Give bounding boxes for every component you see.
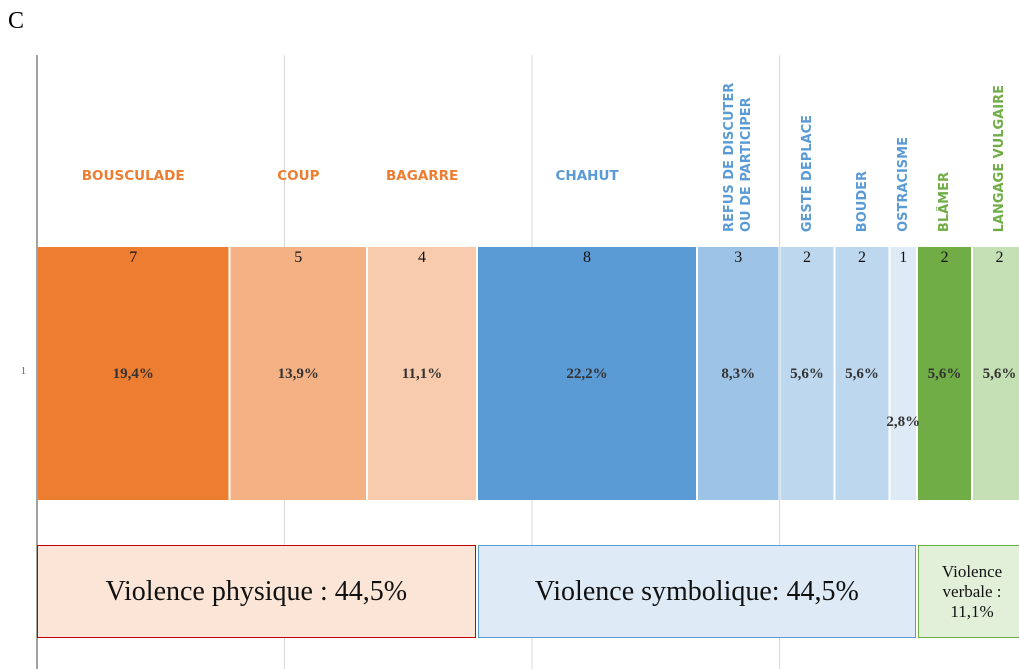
bar-segment bbox=[780, 247, 834, 500]
count-label: 2 bbox=[858, 249, 866, 266]
chart-title: C bbox=[8, 8, 25, 34]
series-label: COUP bbox=[277, 168, 320, 184]
series-label: GESTE DEPLACE bbox=[799, 115, 815, 233]
share-label: 13,9% bbox=[277, 366, 319, 382]
count-label: 2 bbox=[995, 249, 1004, 266]
bar-segment bbox=[890, 247, 916, 500]
group-box: Violence verbale : 11,1% bbox=[918, 545, 1019, 638]
count-label: 1 bbox=[899, 249, 908, 266]
bar-segment bbox=[835, 247, 889, 500]
count-label: 2 bbox=[940, 249, 949, 266]
count-label: 8 bbox=[583, 249, 591, 266]
share-label: 5,6% bbox=[927, 366, 962, 382]
bar-segment bbox=[918, 247, 971, 500]
series-label: LANGAGE VULGAIRE bbox=[992, 85, 1007, 233]
bar-segment bbox=[230, 247, 366, 500]
share-label: 5,6% bbox=[845, 366, 879, 382]
bar-segment bbox=[698, 247, 779, 500]
share-label: 5,6% bbox=[982, 366, 1017, 382]
bar-segment bbox=[38, 247, 229, 500]
share-label: 11,1% bbox=[401, 366, 443, 382]
count-label: 7 bbox=[129, 249, 138, 266]
bar-segment bbox=[973, 247, 1019, 500]
series-label: OSTRACISME bbox=[895, 137, 911, 232]
count-label: 4 bbox=[418, 249, 426, 266]
share-label: 8,3% bbox=[721, 366, 756, 382]
group-box: Violence physique : 44,5% bbox=[37, 545, 476, 638]
series-label: BAGARRE bbox=[386, 168, 459, 184]
share-label: 2,8% bbox=[886, 414, 921, 430]
share-label: 22,2% bbox=[566, 366, 608, 382]
series-label: CHAHUT bbox=[555, 168, 619, 184]
count-label: 2 bbox=[803, 249, 811, 266]
series-label: BOUSCULADE bbox=[81, 168, 185, 184]
series-label: BOUDER bbox=[854, 171, 870, 233]
group-box: Violence symbolique: 44,5% bbox=[477, 545, 917, 638]
bar-segment bbox=[478, 247, 696, 500]
share-label: 5,6% bbox=[790, 366, 824, 382]
series-label: REFUS DE DISCUTER OU DE PARTICIPER bbox=[722, 82, 755, 232]
bar-segment bbox=[368, 247, 476, 500]
count-label: 5 bbox=[294, 249, 303, 266]
y-tick-label: 1 bbox=[21, 365, 26, 377]
share-label: 19,4% bbox=[112, 366, 154, 382]
series-label: BLÂMER bbox=[937, 172, 952, 233]
count-label: 3 bbox=[734, 249, 743, 266]
